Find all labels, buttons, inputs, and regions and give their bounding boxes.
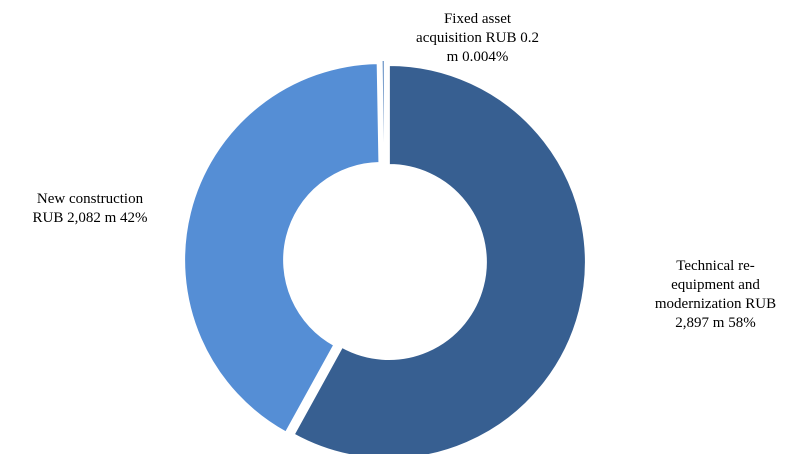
slice-fixed-asset-acquisition bbox=[380, 59, 386, 162]
label-technical-re-equipment: Technical re- equipment and modernizatio… bbox=[654, 258, 777, 331]
slice-new-construction bbox=[183, 62, 381, 434]
label-fixed-asset-acquisition: Fixed asset acquisition RUB 0.2 m 0.004% bbox=[416, 11, 539, 65]
slice-technical-re-equipment bbox=[292, 63, 587, 454]
label-new-construction: New construction RUB 2,082 m 42% bbox=[32, 191, 148, 226]
